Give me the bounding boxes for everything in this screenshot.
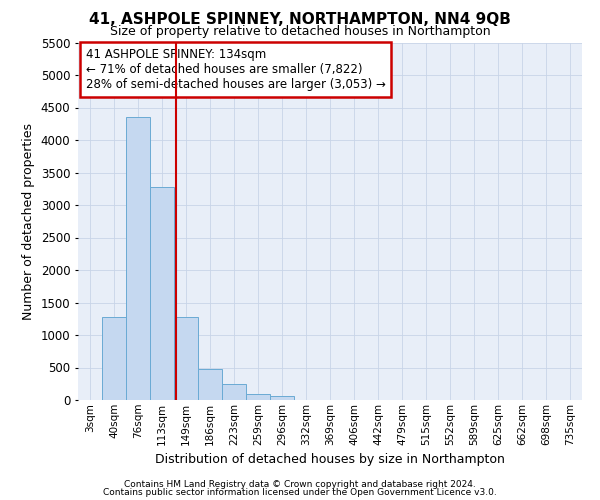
- Bar: [150, 187, 174, 400]
- Text: Size of property relative to detached houses in Northampton: Size of property relative to detached ho…: [110, 25, 490, 38]
- Bar: [270, 396, 294, 400]
- Text: Contains public sector information licensed under the Open Government Licence v3: Contains public sector information licen…: [103, 488, 497, 497]
- Bar: [246, 394, 270, 400]
- X-axis label: Distribution of detached houses by size in Northampton: Distribution of detached houses by size …: [155, 453, 505, 466]
- Text: 41, ASHPOLE SPINNEY, NORTHAMPTON, NN4 9QB: 41, ASHPOLE SPINNEY, NORTHAMPTON, NN4 9Q…: [89, 12, 511, 28]
- Text: 41 ASHPOLE SPINNEY: 134sqm
← 71% of detached houses are smaller (7,822)
28% of s: 41 ASHPOLE SPINNEY: 134sqm ← 71% of deta…: [86, 48, 385, 91]
- Text: Contains HM Land Registry data © Crown copyright and database right 2024.: Contains HM Land Registry data © Crown c…: [124, 480, 476, 489]
- Bar: [126, 116, 150, 400]
- Bar: [102, 317, 126, 400]
- Bar: [198, 369, 222, 400]
- Y-axis label: Number of detached properties: Number of detached properties: [22, 122, 35, 320]
- Bar: [174, 317, 198, 400]
- Bar: [222, 384, 246, 400]
